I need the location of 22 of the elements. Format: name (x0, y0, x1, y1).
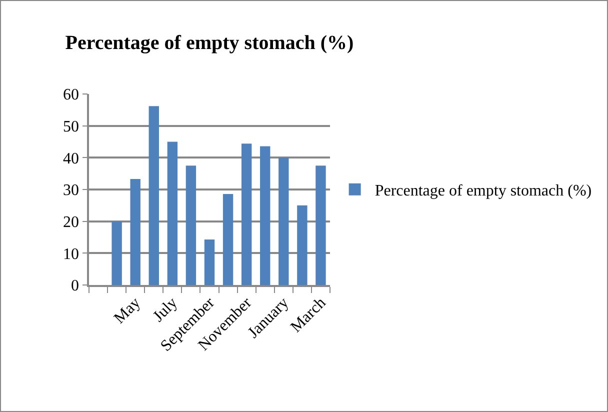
bar (278, 158, 289, 285)
y-tick-label: 10 (63, 246, 80, 263)
y-tick-label: 40 (63, 150, 80, 168)
bar (148, 106, 159, 285)
bar (112, 221, 122, 285)
x-tick-label: May (111, 294, 144, 328)
chart-title: Percentage of empty stomach (%) (65, 32, 354, 54)
legend-label: Percentage of empty stomach (%) (374, 182, 592, 200)
y-tick-label: 50 (63, 118, 80, 136)
bar (186, 166, 196, 285)
y-tick-label: 30 (63, 182, 80, 200)
bar (130, 179, 140, 285)
bar (260, 146, 270, 285)
bar (222, 194, 234, 285)
y-tick-label: 0 (71, 278, 80, 295)
bar (241, 144, 252, 285)
bar (316, 166, 326, 285)
bar (297, 205, 308, 285)
y-tick-label: 60 (63, 86, 80, 104)
bar (204, 239, 215, 285)
bar (167, 142, 178, 285)
y-tick-label: 20 (63, 214, 80, 231)
